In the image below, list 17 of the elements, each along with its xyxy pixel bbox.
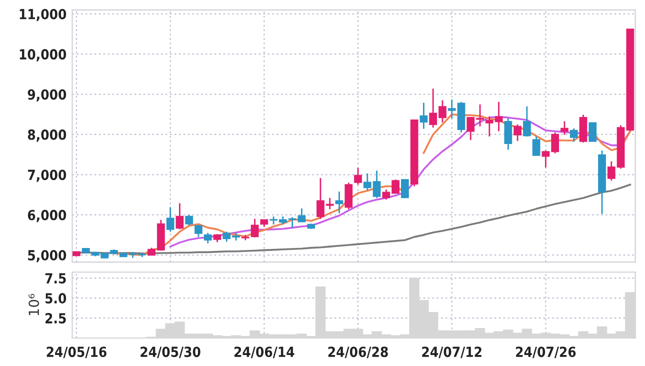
y-tick-label: 7,000 [28,170,66,182]
y-tick-label: 8,000 [28,129,66,142]
x-tick-label: 24/05/16 [46,346,106,358]
x-tick-label: 24/06/28 [328,346,388,358]
x-tick-label: 24/05/30 [140,346,200,358]
y-tick-label: 5,000 [28,250,66,262]
y-tick-label: 5.0 [46,293,66,304]
y-tick-label: 11,000 [20,8,66,22]
x-tick-label: 24/06/14 [234,346,294,358]
x-tick-label: 24/07/26 [516,346,576,358]
y-tick-label: 7.5 [45,273,66,284]
x-tick-label: 24/07/12 [422,346,482,358]
y-tick-label: 10,000 [20,49,66,62]
y-tick-label: 6,000 [28,210,66,222]
y-axis-title: 10⁶ [28,294,40,316]
y-tick-label: 9,000 [28,89,66,102]
y-tick-label: 2.5 [46,313,66,324]
